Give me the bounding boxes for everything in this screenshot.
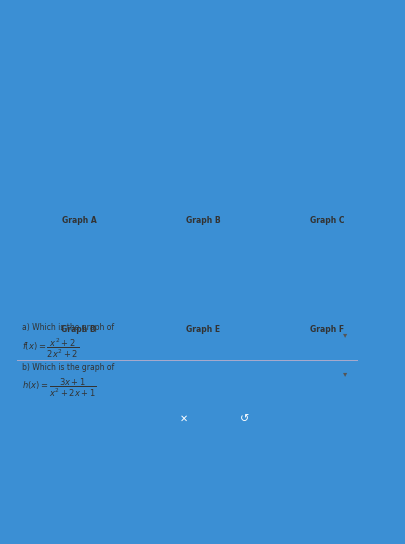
FancyBboxPatch shape [109, 1, 140, 14]
Text: «2: «2 [76, 5, 84, 10]
Text: Graph D: Graph D [61, 325, 96, 334]
FancyBboxPatch shape [64, 1, 95, 14]
Text: a) Which is the graph of: a) Which is the graph of [22, 323, 114, 332]
Bar [0, 14, 405, 24]
Text: $x^2+2$: $x^2+2$ [52, 46, 80, 58]
Text: ✕: ✕ [179, 414, 188, 424]
Text: ◄: ◄ [4, 4, 9, 10]
FancyBboxPatch shape [322, 1, 353, 14]
FancyBboxPatch shape [214, 1, 245, 14]
Text: $h(x)=\dfrac{3x+1}{x^2+2x+1}$: $h(x)=\dfrac{3x+1}{x^2+2x+1}$ [22, 377, 96, 399]
Text: Graph F: Graph F [309, 325, 343, 334]
Text: ▾: ▾ [342, 331, 346, 339]
Text: «6: «6 [277, 5, 286, 10]
Text: Graph B: Graph B [185, 216, 220, 225]
Text: $3x+3$: $3x+3$ [52, 65, 81, 76]
FancyBboxPatch shape [266, 1, 297, 14]
Text: «3: «3 [121, 5, 129, 10]
Bar [0, 0, 405, 14]
Text: Graph E: Graph E [185, 325, 220, 334]
Text: «4: «4 [173, 5, 182, 10]
Text: ▾: ▾ [342, 369, 346, 379]
Text: «7: «7 [333, 5, 341, 10]
Text: $h(x)=$: $h(x)=$ [18, 68, 50, 81]
Bar [17, 104, 388, 322]
Text: $f(x)=$: $f(x)=$ [18, 50, 47, 63]
Bar [0, 24, 8, 544]
Text: Graph C: Graph C [309, 216, 343, 225]
Text: «5: «5 [225, 5, 234, 10]
FancyBboxPatch shape [162, 1, 193, 14]
Text: «1: «1 [31, 5, 39, 10]
Text: Choose the graph of each function from the choices below.: Choose the graph of each function from t… [18, 86, 285, 95]
FancyBboxPatch shape [19, 1, 50, 14]
Bar [2, 16, 211, 23]
Text: ↺: ↺ [240, 414, 249, 424]
Text: $2x^2-2$: $2x^2-2$ [52, 56, 85, 69]
Text: $x^2+2x-3$: $x^2+2x-3$ [52, 74, 102, 86]
Text: Consider the following rational functions.: Consider the following rational function… [18, 36, 218, 46]
Text: Graph A: Graph A [62, 216, 96, 225]
Text: $f(x)=\dfrac{x^2+2}{2x^2+2}$: $f(x)=\dfrac{x^2+2}{2x^2+2}$ [22, 337, 79, 361]
Text: b) Which is the graph of: b) Which is the graph of [22, 363, 114, 372]
